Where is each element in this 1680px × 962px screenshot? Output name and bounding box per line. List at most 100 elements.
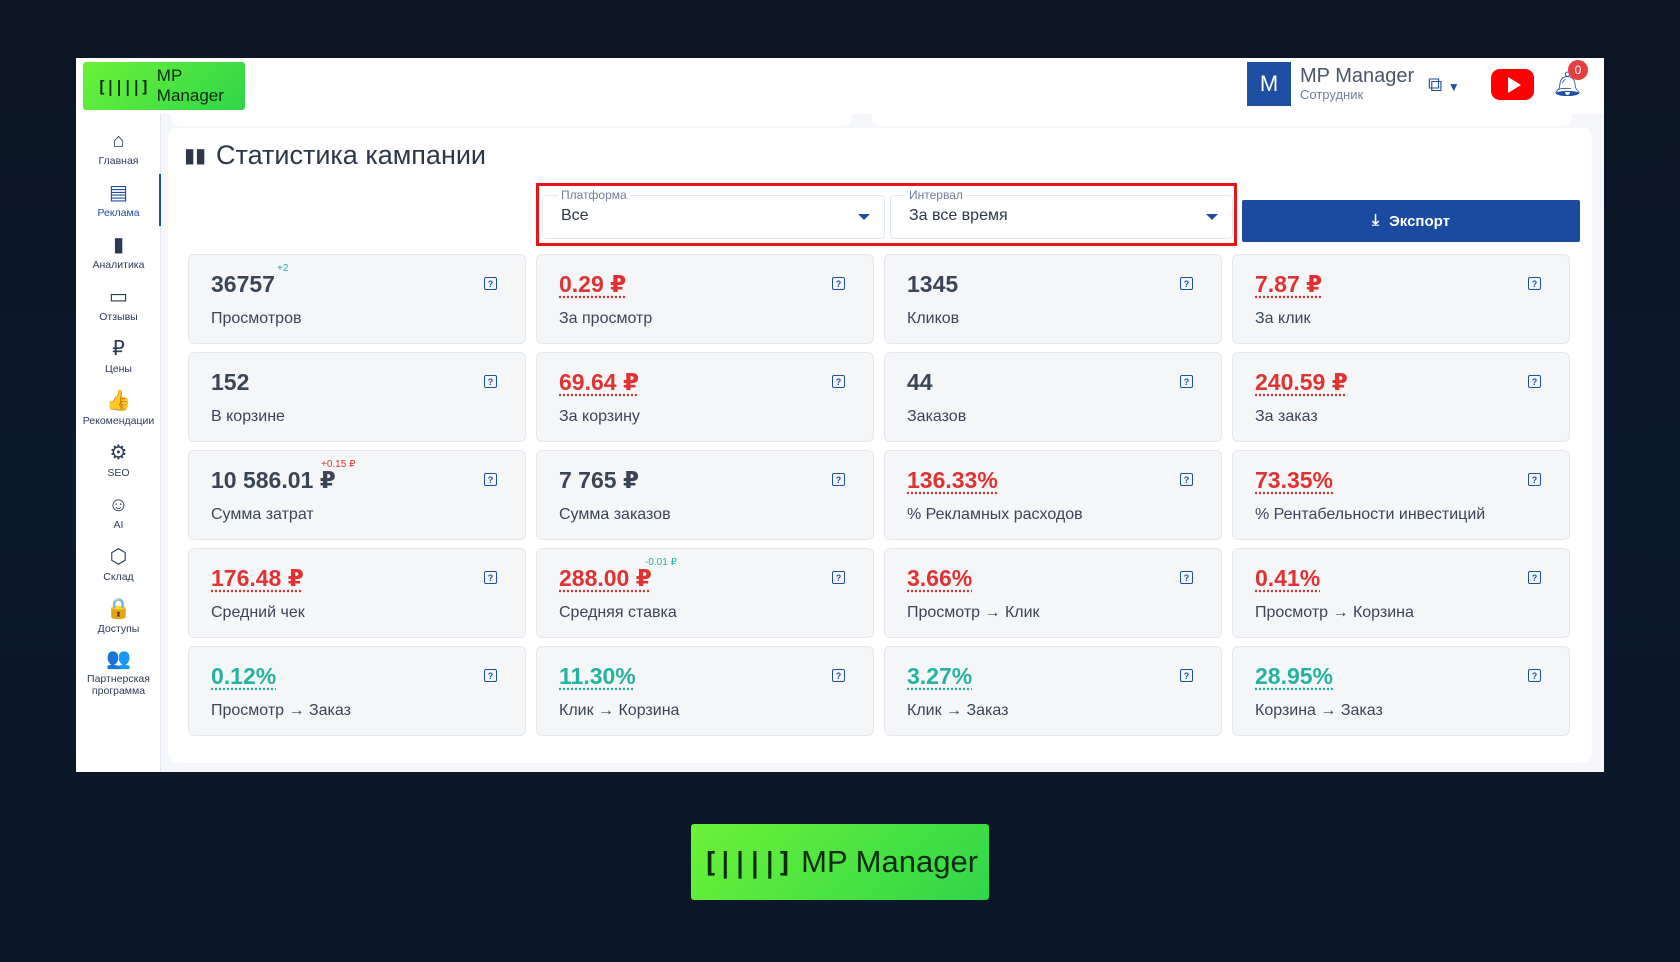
stat-caption: Сумма заказов: [559, 506, 671, 523]
stat-caption: % Рентабельности инвестиций: [1255, 506, 1486, 523]
help-icon[interactable]: ?: [832, 473, 845, 486]
stat-caption: За клик: [1255, 310, 1311, 327]
partners-icon: 👥: [106, 647, 131, 670]
user-name: MP Manager: [1300, 65, 1415, 87]
sidebar-item-label: Отзывы: [99, 310, 138, 323]
stat-value: 3.66%: [907, 565, 973, 591]
app-logo-text: MP Manager: [156, 66, 224, 105]
sidebar-item-5[interactable]: 👍 Рекомендации: [76, 382, 161, 434]
sidebar-item-10[interactable]: 👥 Партнерская программа: [76, 642, 161, 702]
sidebar-item-1[interactable]: ▤ Реклама: [76, 174, 162, 226]
stat-value: 136.33%: [907, 467, 998, 493]
youtube-icon[interactable]: [1491, 69, 1534, 100]
help-icon[interactable]: ?: [1180, 669, 1193, 682]
help-icon[interactable]: ?: [484, 473, 497, 486]
help-icon[interactable]: ?: [832, 669, 845, 682]
sidebar-item-2[interactable]: ▮ Аналитика: [76, 226, 161, 278]
help-icon[interactable]: ?: [484, 375, 497, 388]
stat-value: 69.64 ₽: [559, 369, 639, 395]
help-icon[interactable]: ?: [484, 669, 497, 682]
stat-card: 73.35% % Рентабельности инвестиций?: [1232, 450, 1570, 540]
stat-value: 36757: [211, 271, 275, 297]
stat-card: 240.59 ₽ За заказ?: [1232, 352, 1570, 442]
sidebar-item-label: Склад: [103, 570, 134, 583]
chevron-down-icon: [1206, 214, 1218, 220]
stat-caption: Корзина → Заказ: [1255, 702, 1383, 719]
stat-card: 3.66% Просмотр → Клик?: [884, 548, 1222, 638]
top-bar: [||||] MP Manager M MP Manager Сотрудник…: [76, 58, 1604, 114]
sidebar: ⌂ Главная ▤ Реклама ▮ Аналитика ▭ Отзывы ₽ Цены 👍 Р…: [76, 114, 162, 772]
stat-card: 152 В корзине?: [188, 352, 526, 442]
box-icon: ⬡: [109, 545, 128, 568]
interval-select[interactable]: Интервал За все время: [890, 188, 1233, 239]
download-icon: ⤓: [1372, 212, 1380, 229]
seo-icon: ⚙: [109, 441, 128, 464]
stat-card: 176.48 ₽ Средний чек?: [188, 548, 526, 638]
help-icon[interactable]: ?: [484, 571, 497, 584]
user-menu[interactable]: M MP Manager Сотрудник: [1247, 62, 1414, 106]
help-icon[interactable]: ?: [1180, 473, 1193, 486]
stat-caption: За заказ: [1255, 408, 1318, 425]
sidebar-item-9[interactable]: 🔒 Доступы: [76, 590, 161, 642]
help-icon[interactable]: ?: [1528, 669, 1541, 682]
sidebar-item-7[interactable]: ☺ AI: [76, 486, 161, 538]
sidebar-item-label: Цены: [105, 362, 132, 375]
stat-card: 11.30% Клик → Корзина?: [536, 646, 874, 736]
sidebar-item-label: Доступы: [97, 622, 140, 635]
stat-caption: Клик → Корзина: [559, 702, 680, 719]
stat-caption: Сумма затрат: [211, 506, 314, 523]
lock-icon: 🔒: [106, 597, 131, 620]
stat-card: 0.29 ₽ За просмотр?: [536, 254, 874, 344]
stat-card: 28.95% Корзина → Заказ?: [1232, 646, 1570, 736]
campaign-stats-panel: ▮▮ Статистика кампании Платформа Все Инт…: [168, 128, 1592, 763]
stat-value: 11.30%: [559, 663, 636, 689]
help-icon[interactable]: ?: [484, 277, 497, 290]
sidebar-item-label: Главная: [98, 154, 139, 167]
export-button[interactable]: ⤓ Экспорт: [1242, 200, 1580, 242]
stat-value: 240.59 ₽: [1255, 369, 1348, 395]
sidebar-item-4[interactable]: ₽ Цены: [76, 330, 161, 382]
filters-highlight: [536, 183, 1237, 246]
help-icon[interactable]: ?: [1180, 571, 1193, 584]
stat-card: 288.00 ₽ Средняя ставка? -0.01 ₽: [536, 548, 874, 638]
main-content: ▮▮ Статистика кампании Платформа Все Инт…: [161, 114, 1604, 772]
copy-icon[interactable]: ⧉ ▼: [1428, 74, 1460, 96]
sidebar-item-0[interactable]: ⌂ Главная: [76, 122, 161, 174]
stat-value: 7.87 ₽: [1255, 271, 1323, 297]
stat-value: 7 765 ₽: [559, 467, 639, 493]
stat-card: 0.41% Просмотр → Корзина?: [1232, 548, 1570, 638]
help-icon[interactable]: ?: [1180, 277, 1193, 290]
stat-value: 0.29 ₽: [559, 271, 627, 297]
help-icon[interactable]: ?: [1528, 375, 1541, 388]
stat-value: 44: [907, 369, 933, 395]
help-icon[interactable]: ?: [832, 571, 845, 584]
help-icon[interactable]: ?: [1528, 473, 1541, 486]
user-role: Сотрудник: [1300, 87, 1364, 102]
app-logo[interactable]: [||||] MP Manager: [83, 62, 245, 110]
sidebar-item-8[interactable]: ⬡ Склад: [76, 538, 161, 590]
platform-select[interactable]: Платформа Все: [542, 188, 885, 239]
help-icon[interactable]: ?: [1180, 375, 1193, 388]
help-icon[interactable]: ?: [832, 375, 845, 388]
stat-caption: За корзину: [559, 408, 640, 425]
stat-caption: % Рекламных расходов: [907, 506, 1083, 523]
panel-stub: [171, 114, 851, 126]
stat-value: 73.35%: [1255, 467, 1334, 493]
help-icon[interactable]: ?: [1528, 571, 1541, 584]
sidebar-item-label: Реклама: [97, 206, 140, 219]
stat-caption: Просмотров: [211, 310, 302, 327]
sidebar-item-3[interactable]: ▭ Отзывы: [76, 278, 161, 330]
help-icon[interactable]: ?: [832, 277, 845, 290]
stat-value: 152: [211, 369, 250, 395]
stat-caption: В корзине: [211, 408, 285, 425]
stat-caption: Средний чек: [211, 604, 305, 621]
stat-caption: Клик → Заказ: [907, 702, 1009, 719]
bar-chart-icon: ▮▮: [184, 145, 207, 167]
sidebar-item-6[interactable]: ⚙ SEO: [76, 434, 161, 486]
help-icon[interactable]: ?: [1528, 277, 1541, 290]
sidebar-item-label: Рекомендации: [82, 414, 155, 427]
stat-card: 7 765 ₽ Сумма заказов?: [536, 450, 874, 540]
panel-stub: [872, 114, 1572, 126]
stat-value: 288.00 ₽: [559, 565, 652, 591]
analytics-icon: ▮: [112, 233, 124, 256]
